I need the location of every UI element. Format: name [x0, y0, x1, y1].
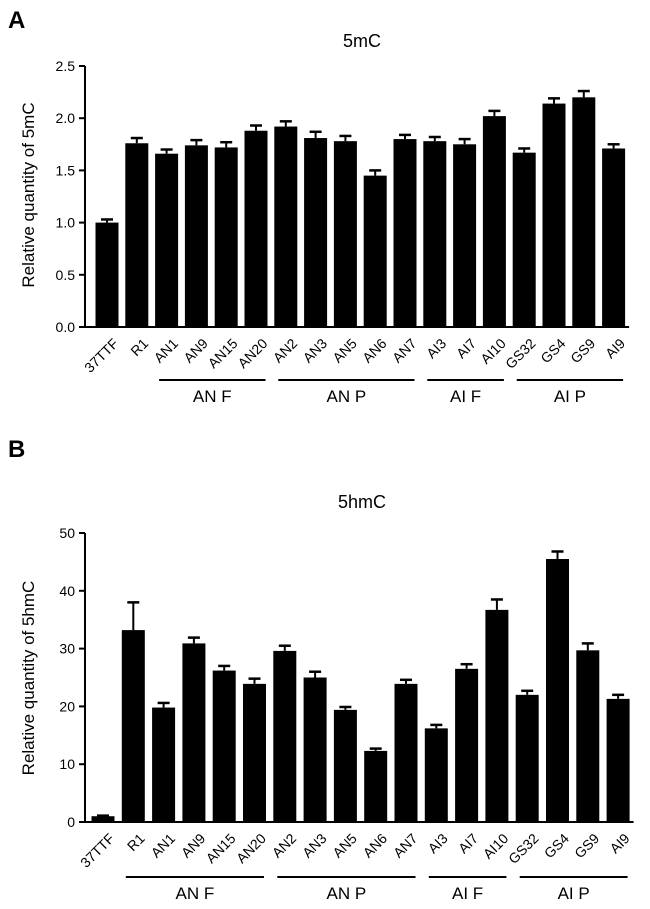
panel-b-y-tick-label: 20 — [59, 698, 75, 714]
panel-b-bar-r1 — [121, 630, 145, 822]
panel-b-bar-ai3 — [424, 728, 448, 822]
panel-a-bar-ai9 — [602, 148, 626, 327]
panel-b-x-tick-label: GS4 — [541, 830, 572, 861]
panel-b-x-tick-label: AN5 — [329, 830, 360, 861]
panel-b-y-tick-label: 0 — [67, 814, 75, 830]
panel-b-x-tick-label: 37TTF — [77, 830, 117, 870]
panel-b-bar-gs9 — [576, 650, 600, 822]
panel-a-y-tick-label: 0.5 — [56, 267, 76, 283]
panel-a-x-tick-label: GS32 — [502, 335, 539, 372]
panel-a-bar-gs32 — [512, 152, 536, 327]
panel-b-x-tick-label: R1 — [124, 830, 148, 854]
panel-b-bar-ai10 — [485, 609, 509, 822]
panel-b-bar-an20 — [243, 683, 266, 822]
panel-a-x-tick-label: GS4 — [537, 335, 568, 366]
panel-a-bar-an1 — [155, 153, 179, 327]
panel-b-x-tick-label: AN15 — [203, 830, 239, 866]
panel-a-x-tick-label: AN5 — [329, 335, 360, 366]
panel-b-bar-an5 — [333, 709, 357, 822]
panel-b-group-label: AI P — [558, 884, 590, 903]
panel-a-y-tick-label: 1.5 — [56, 162, 76, 178]
panel-a-bar-ai3 — [423, 141, 447, 327]
panel-a-y-tick-label: 2.0 — [56, 110, 76, 126]
panel-a-x-tick-label: R1 — [127, 335, 151, 359]
panel-b-y-tick-label: 40 — [59, 583, 75, 599]
panel-a-bar-an7 — [393, 139, 417, 327]
panel-b-x-tick-label: AI7 — [455, 830, 481, 856]
panel-a-x-tick-label: AN2 — [270, 335, 301, 366]
panel-a-y-tick-label: 0.0 — [56, 319, 76, 335]
panel-a-bar-an15 — [214, 147, 238, 327]
panel-b-bar-gs32 — [515, 694, 539, 822]
panel-b-x-tick-label: AN6 — [360, 830, 391, 861]
panel-a-bar-an3 — [304, 138, 328, 327]
panel-a-x-tick-label: AN7 — [389, 335, 420, 366]
panel-a-bar-r1 — [125, 143, 149, 327]
panel-b-x-tick-label: AI3 — [425, 830, 451, 856]
panel-a-x-tick-label: AI9 — [602, 335, 628, 361]
panel-b-x-tick-label: GS32 — [505, 830, 542, 867]
panel-a-x-tick-label: AN20 — [234, 335, 270, 371]
panel-b-group-label: AI F — [452, 884, 483, 903]
panel-a-x-tick-label: AN3 — [300, 335, 331, 366]
panel-b-bar-an7 — [394, 683, 418, 822]
panel-b-bar-an2 — [273, 650, 297, 822]
panel-b-bar-an6 — [364, 750, 388, 822]
panel-b-letter: B — [8, 436, 25, 463]
panel-a-title: 5mC — [343, 31, 381, 51]
panel-a-bar-an6 — [363, 175, 387, 327]
panel-b-bar-gs4 — [546, 559, 569, 822]
panel-b-bar-an1 — [152, 707, 176, 822]
panel-b-bar-an3 — [303, 677, 327, 822]
panel-a-bar-ai7 — [453, 144, 477, 327]
panel-a-x-tick-label: AN15 — [205, 335, 241, 371]
panel-a-bar-an20 — [244, 130, 268, 327]
panel-b-y-axis-label: Relative quantity of 5hmC — [19, 581, 38, 776]
panel-a-group-label: AN F — [193, 387, 232, 406]
panel-b-x-tick-label: AN7 — [390, 830, 421, 861]
panel-a-x-tick-label: 37TTF — [81, 335, 121, 375]
panel-a-x-tick-label: AI3 — [423, 335, 449, 361]
panel-b-y-tick-label: 50 — [59, 525, 75, 541]
panel-a-bar-gs4 — [542, 103, 566, 327]
panel-a-bar-an9 — [184, 145, 208, 327]
panel-b-x-tick-label: AN2 — [269, 830, 300, 861]
panel-b-group-label: AN P — [327, 884, 367, 903]
panel-b-bar-an9 — [182, 643, 206, 822]
panel-a-x-tick-label: AI7 — [453, 335, 479, 361]
panel-a: A 5mC Relative quantity of 5mC 0.0 0.5 1.0… — [8, 7, 630, 406]
panel-b-x-tick-label: AN20 — [233, 830, 269, 866]
panel-a-y-tick-label: 2.5 — [56, 58, 76, 74]
panel-b-x-tick-label: AI9 — [606, 830, 632, 856]
panel-b-x-tick-label: AN3 — [299, 830, 330, 861]
panel-a-group-label: AI P — [554, 387, 586, 406]
panel-a-y-tick-label: 1.0 — [56, 215, 76, 231]
panel-b-x-tick-label: AN1 — [148, 830, 179, 861]
panel-b-bar-37ttf — [91, 816, 115, 822]
panel-a-group-label: AN P — [327, 387, 367, 406]
panel-a-y-axis-label: Relative quantity of 5mC — [19, 102, 38, 287]
panel-a-bar-an2 — [274, 126, 298, 327]
panel-b: B 5hmC Relative quantity of 5hmC 0 10 20 30… — [8, 436, 634, 903]
panel-b-bar-an15 — [212, 670, 236, 822]
panel-b-title: 5hmC — [338, 492, 386, 512]
panel-b-y-tick-label: 30 — [59, 641, 75, 657]
panel-b-group-label: AN F — [176, 884, 215, 903]
panel-a-x-tick-label: GS9 — [567, 335, 598, 366]
panel-a-x-tick-label: AN6 — [359, 335, 390, 366]
panel-b-x-tick-label: GS9 — [571, 830, 602, 861]
panel-a-bar-an5 — [333, 141, 357, 327]
panel-a-letter: A — [8, 7, 25, 34]
panel-a-bar-ai10 — [482, 116, 506, 327]
panel-b-bar-ai9 — [606, 698, 630, 822]
panel-b-bar-ai7 — [455, 668, 479, 822]
panel-b-y-tick-label: 10 — [59, 756, 75, 772]
panel-a-bar-37ttf — [95, 222, 119, 327]
panel-a-x-tick-label: AN1 — [151, 335, 182, 366]
panel-a-bar-gs9 — [572, 97, 596, 327]
panel-a-group-label: AI F — [450, 387, 481, 406]
